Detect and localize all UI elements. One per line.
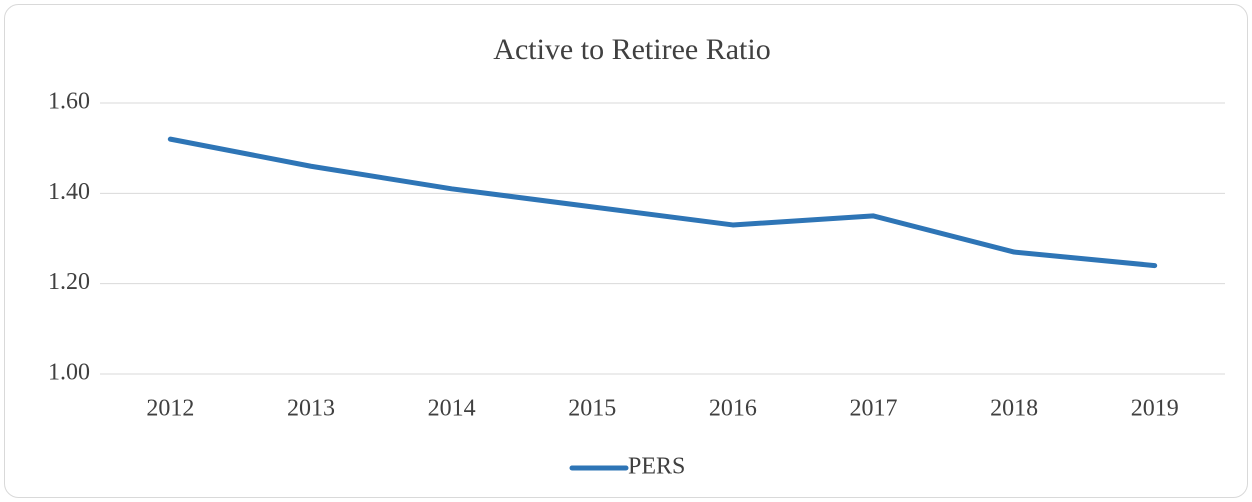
y-tick-label: 1.60 (48, 89, 90, 115)
x-tick-label: 2015 (568, 396, 616, 422)
x-tick-label: 2017 (849, 396, 897, 422)
x-tick-label: 2013 (287, 396, 335, 422)
chart-border (4, 4, 1248, 498)
x-tick-label: 2012 (146, 396, 194, 422)
y-tick-label: 1.20 (48, 269, 90, 295)
y-tick-label: 1.00 (48, 360, 90, 386)
x-tick-label: 2019 (1131, 396, 1179, 422)
legend-label: PERS (628, 454, 685, 480)
y-tick-label: 1.40 (48, 179, 90, 205)
line-series (167, 136, 1158, 269)
chart-title: Active to Retiree Ratio (493, 33, 770, 66)
x-tick-label: 2014 (428, 396, 476, 422)
x-tick-label: 2016 (709, 396, 757, 422)
x-tick-label: 2018 (990, 396, 1038, 422)
